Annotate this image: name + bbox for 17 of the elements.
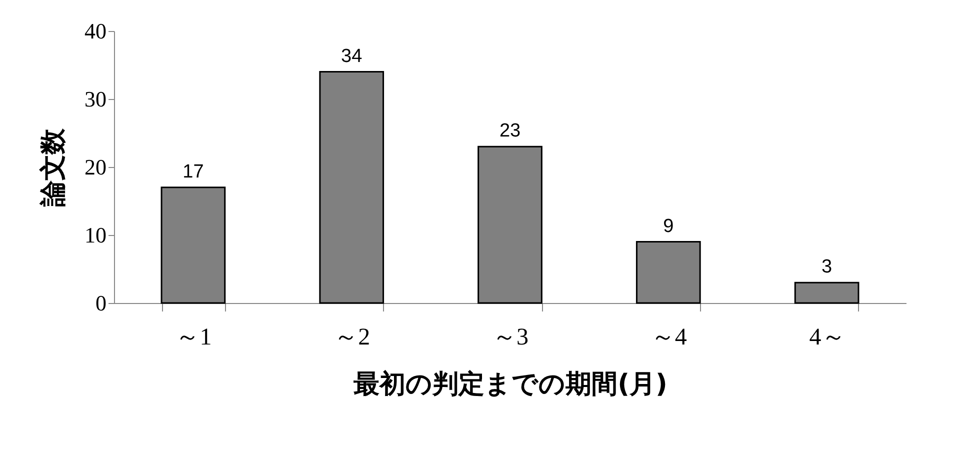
x-tick-label: ～1 xyxy=(176,324,212,350)
x-tick-label: ～2 xyxy=(334,324,370,350)
data-label: 34 xyxy=(341,46,363,67)
y-tick-label: 20 xyxy=(84,154,106,180)
y-tick-label: 10 xyxy=(84,222,106,248)
x-tick-label: 4～ xyxy=(809,324,846,350)
x-tick-label: ～4 xyxy=(650,324,687,350)
y-tick-label: 0 xyxy=(96,290,106,316)
data-label: 23 xyxy=(499,120,521,142)
x-tick-label: ～3 xyxy=(492,324,528,350)
y-axis-title: 論文数 xyxy=(38,128,68,208)
data-label: 3 xyxy=(822,256,832,278)
y-tick-label: 30 xyxy=(84,86,106,112)
data-label: 9 xyxy=(663,216,674,237)
x-axis-title: 最初の判定までの期間(月) xyxy=(352,370,668,400)
y-tick-label: 40 xyxy=(84,18,106,44)
data-label: 17 xyxy=(182,161,204,182)
